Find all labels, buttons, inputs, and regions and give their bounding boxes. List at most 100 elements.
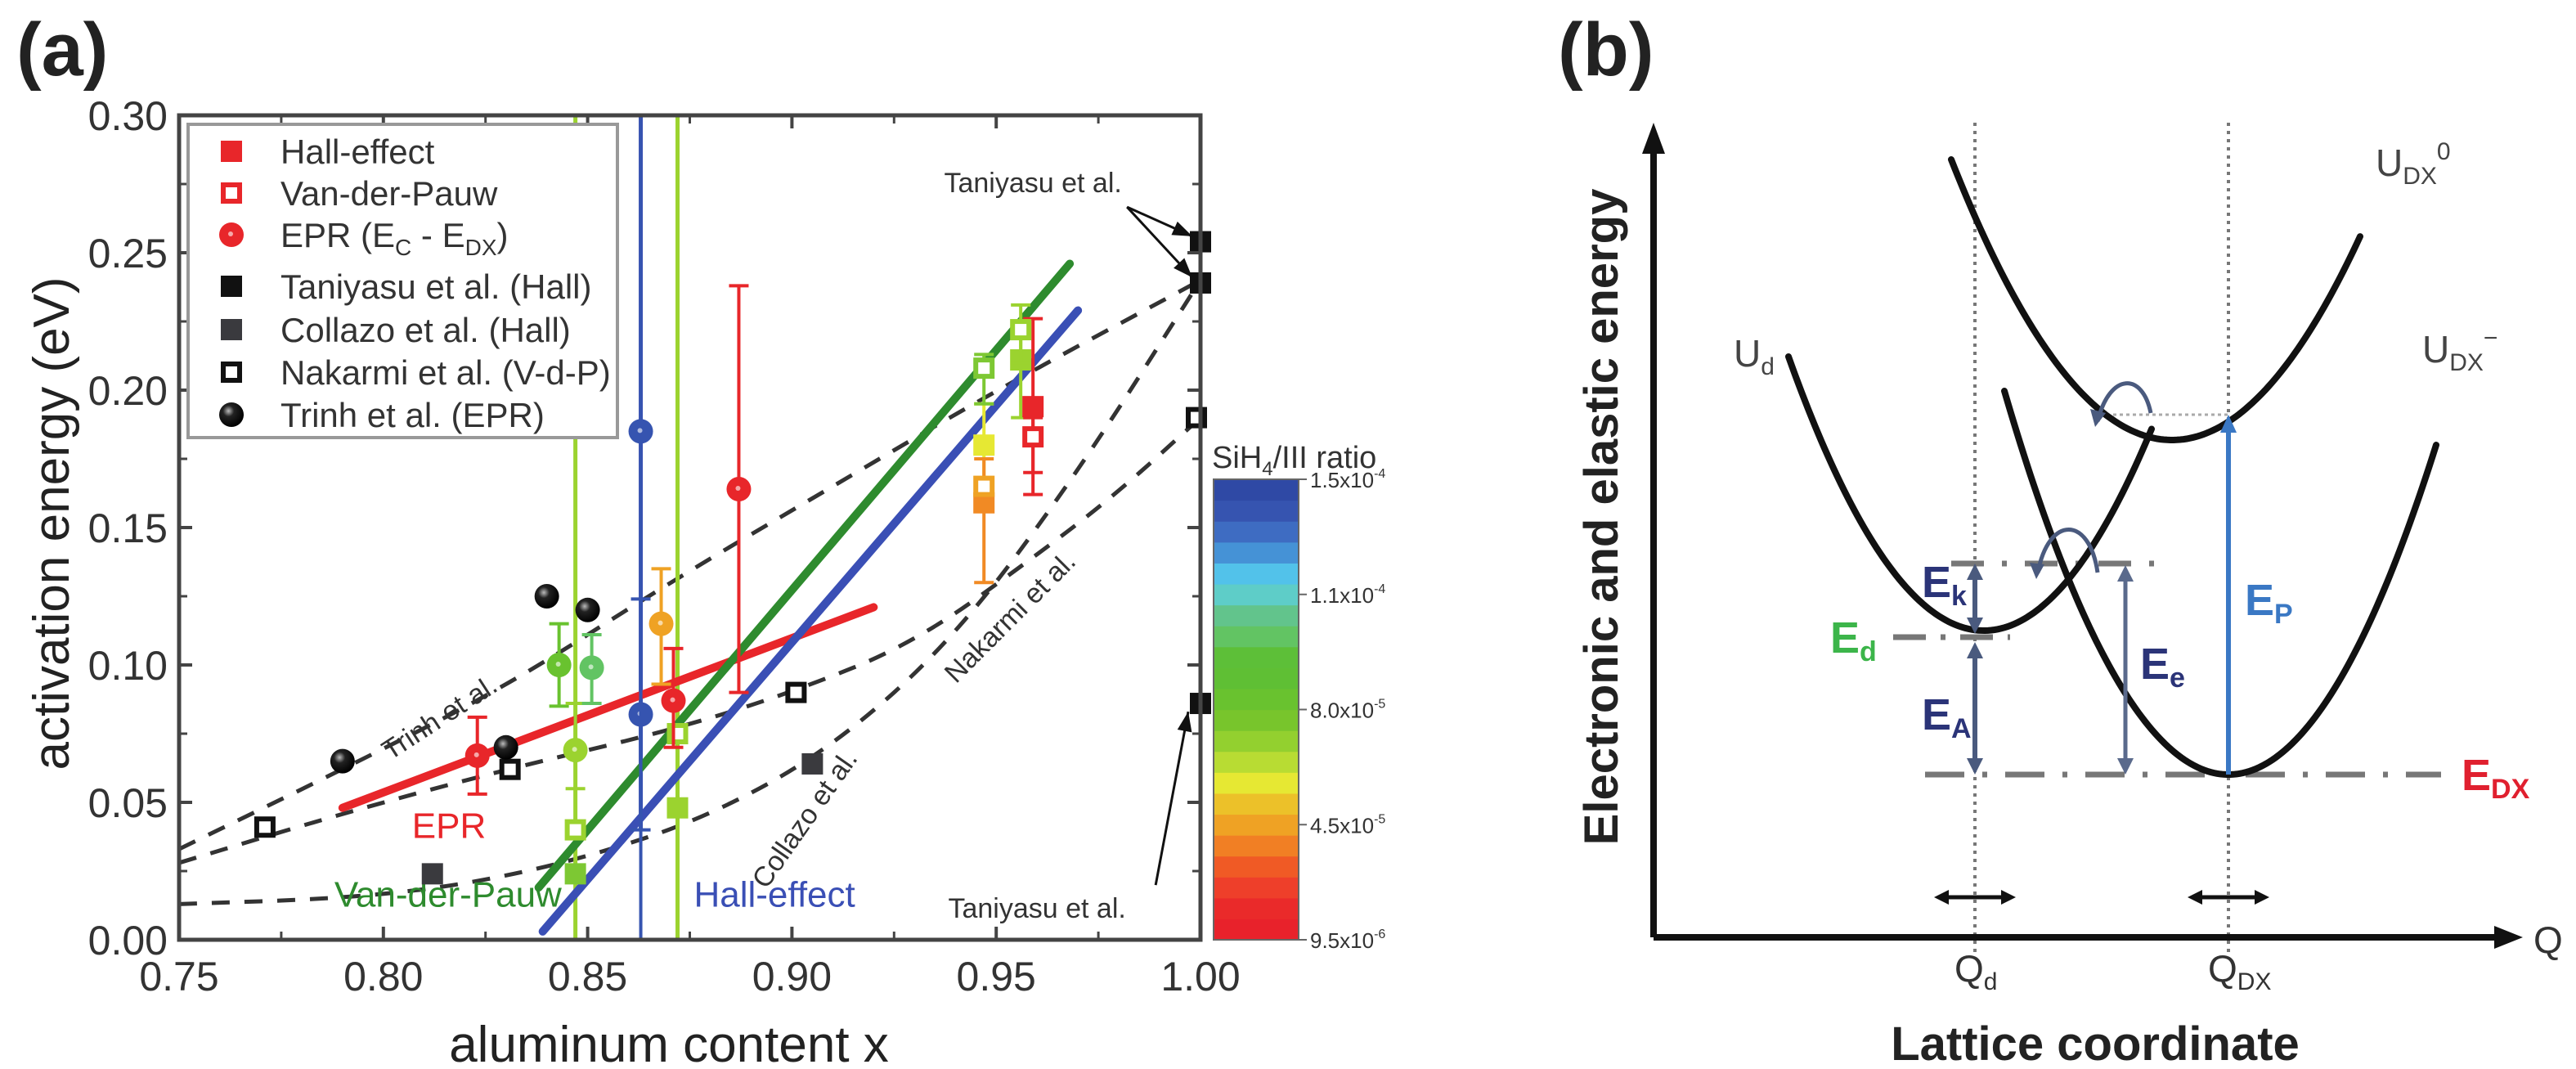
x-tick-label: 0.95 [957, 954, 1036, 999]
hop-arrow-head [2090, 409, 2106, 427]
legend-marker [221, 141, 242, 162]
data-point [785, 681, 807, 703]
q-axis-arrowhead [2494, 926, 2523, 949]
colorbar-band [1214, 793, 1299, 815]
data-point [973, 434, 995, 456]
legend-label: Van-der-Pauw [280, 174, 498, 213]
legend-item: EPR (EC - EDX) [219, 216, 509, 260]
legend-marker [221, 319, 242, 340]
arrowhead [1177, 712, 1192, 733]
legend-item: Van-der-Pauw [221, 174, 498, 213]
colorbar-band [1214, 751, 1299, 773]
curve-label-2: UDX− [2422, 325, 2497, 376]
energy-label-p: EP [2245, 576, 2293, 630]
colorbar-title: SiH4/III ratio [1212, 441, 1376, 480]
displacement-arrow-head [2001, 890, 2016, 905]
colorbar-band [1214, 646, 1299, 668]
legend-item: Hall-effect [221, 133, 435, 171]
data-point [421, 863, 443, 885]
data-point [1022, 426, 1044, 448]
y-tick-label: 0.25 [88, 231, 168, 276]
energy-axis-arrowhead [1642, 123, 1665, 154]
colorbar-band [1214, 709, 1299, 731]
y-tick-label: 0.20 [88, 368, 168, 414]
b-x-axis-title: Lattice coordinate [1891, 1017, 2300, 1069]
legend-marker [221, 276, 242, 297]
colorbar-band [1214, 479, 1299, 501]
legend-item: Collazo et al. (Hall) [221, 311, 571, 349]
data-point [666, 723, 689, 744]
dashed-curve-collazo [179, 279, 1200, 906]
y-axis-title: activation energy (eV) [24, 276, 80, 770]
colorbar-band [1214, 626, 1299, 648]
colorbar-band [1214, 667, 1299, 689]
legend-label: Taniyasu et al. (Hall) [280, 267, 591, 306]
ek-arrow-head-top [1967, 564, 1983, 580]
colorbar-band [1214, 856, 1299, 878]
data-point-highlight [572, 747, 577, 752]
data-point [801, 752, 824, 775]
legend-label: EPR (EC - EDX) [280, 216, 509, 260]
panel-b-label: (b) [1558, 8, 1654, 92]
legend-box [186, 123, 619, 439]
energy-label-a: EA [1922, 690, 1972, 744]
data-point [330, 748, 355, 774]
curve-label-1: UDX0 [2376, 138, 2451, 190]
colorbar-band [1214, 521, 1299, 543]
colorbar-band [1214, 563, 1299, 585]
colorbar-tick-label: 9.5x10-6 [1310, 928, 1385, 953]
data-point-highlight [670, 697, 675, 703]
series-collazo [421, 752, 824, 885]
ee-arrow-head [2117, 758, 2134, 775]
q-axis-end-label: Q [2533, 919, 2563, 961]
colorbar-band [1214, 919, 1299, 941]
data-point [564, 863, 586, 885]
fit-line-epr [338, 603, 878, 812]
thermal-hop-arrow-upper [2095, 381, 2153, 422]
data-point [973, 357, 995, 380]
legend-label: Collazo et al. (Hall) [280, 311, 571, 349]
x-tick-label: 1.00 [1160, 954, 1240, 999]
data-point [493, 734, 518, 760]
energy-label-k: Ek [1922, 558, 1967, 612]
data-point-highlight [637, 428, 643, 433]
ee-arrow-head-top [2117, 565, 2134, 582]
legend-label: Nakarmi et al. (V-d-P) [280, 353, 611, 392]
legend-item: Trinh et al. (EPR) [219, 396, 545, 434]
plot-axes: 0.75 0.80 0.85 0.90 0.95 1.00 0.00 0.05 0.10 0.15… [88, 93, 1241, 999]
legend-label: Trinh et al. (EPR) [280, 396, 545, 434]
data-point [254, 816, 276, 838]
colorbar-band [1214, 541, 1299, 564]
y-tick-label: 0.15 [88, 505, 168, 551]
panel-a-label: (a) [16, 8, 108, 92]
y-tick-label: 0.30 [88, 93, 168, 139]
data-points [254, 115, 1211, 940]
fit-label-hall-effect: Hall-effect [693, 875, 855, 915]
data-point-highlight [657, 620, 663, 626]
data-point [1022, 396, 1044, 418]
data-point [499, 758, 521, 780]
configuration-coordinate-diagram: Ud UDX0 UDX− Qd QDX Ek Ed EA Ee EP EDX [1642, 123, 2530, 995]
x-tick-label: 0.80 [343, 954, 423, 999]
data-point [666, 797, 689, 819]
thermal-hop-arrow-lower [2035, 528, 2100, 573]
colorbar-tick-label: 1.5x10-4 [1310, 467, 1385, 492]
y-tick-label: 0.10 [88, 643, 168, 689]
legend-item: Nakarmi et al. (V-d-P) [221, 353, 611, 392]
legend-marker [219, 402, 244, 427]
colorbar-tick-label: 4.5x10-5 [1310, 812, 1385, 838]
colorbar-band [1214, 814, 1299, 836]
colorbar-band [1214, 897, 1299, 920]
curve-label-nakarmi: Nakarmi et al. [939, 546, 1082, 689]
legend-label: Hall-effect [280, 133, 435, 171]
u-dx0-curve [1948, 156, 2363, 443]
y-tick-label: 0.05 [88, 780, 168, 826]
colorbar-band [1214, 583, 1299, 606]
data-point [973, 475, 995, 497]
series-trinh [330, 584, 600, 774]
u-dx-minus-curve [2001, 388, 2439, 778]
